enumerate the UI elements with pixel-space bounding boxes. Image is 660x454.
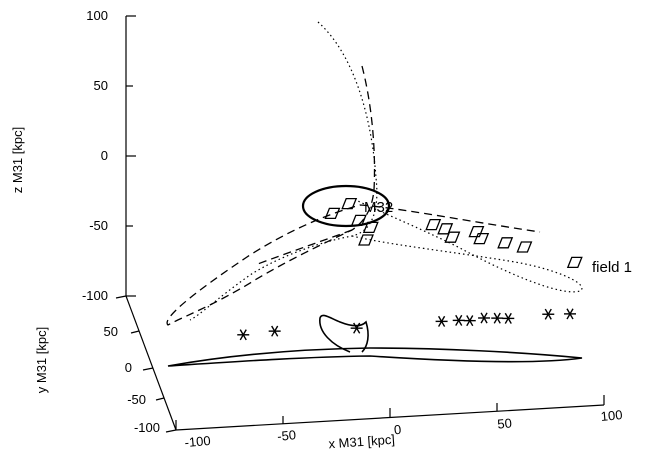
- x-axis-label: x M31 [kpc]: [328, 432, 395, 452]
- orbit-solid-loop: [319, 314, 369, 353]
- z-tick-label: 0: [101, 148, 108, 163]
- diamond-marker: [362, 221, 379, 234]
- y-tick-label: 50: [104, 324, 118, 339]
- x-ticks: [175, 395, 605, 430]
- asterisk-marker: [350, 322, 363, 334]
- y-tick-labels: 50 0 -50 -100: [104, 324, 160, 435]
- x-tick-label: -50: [277, 427, 297, 444]
- diamond-marker: [425, 218, 442, 231]
- z-tick-label: 100: [86, 8, 108, 23]
- diamond-marker: [468, 225, 485, 238]
- z-tick-label: -100: [82, 288, 108, 303]
- diamond-marker: [444, 231, 461, 243]
- orbit-solid-xy: [167, 347, 583, 367]
- asterisk-marker: [478, 312, 491, 324]
- asterisk-marker: [268, 325, 281, 337]
- asterisk-marker: [502, 312, 515, 324]
- z-tick-labels: 100 50 0 -50 -100: [82, 8, 108, 303]
- orbit-dotted-1: [189, 21, 378, 321]
- asterisk-marker: [237, 329, 250, 341]
- asterisk-marker: [463, 315, 476, 327]
- diamond-marker: [566, 256, 583, 269]
- field-1-label: field 1: [592, 259, 632, 276]
- z-axis-label: z M31 [kpc]: [10, 127, 25, 193]
- axes: [115, 15, 605, 433]
- diamond-marker: [516, 241, 533, 253]
- asterisk-marker: [435, 315, 448, 327]
- y-axis-line: [125, 295, 177, 431]
- asterisk-marker: [542, 308, 555, 320]
- m32-label: M32: [364, 199, 393, 216]
- z-tick-label: -50: [89, 218, 108, 233]
- diamond-marker: [341, 197, 358, 210]
- x-tick-label: 50: [497, 415, 513, 431]
- diamond-markers: [324, 197, 583, 269]
- orbit-dashed-1: [166, 65, 541, 326]
- diamond-marker: [358, 234, 374, 246]
- x-tick-labels: -100 -50 0 50 100: [184, 407, 623, 450]
- y-axis-label: y M31 [kpc]: [34, 327, 49, 393]
- diamond-marker: [473, 232, 490, 245]
- m32-circle: [301, 184, 391, 228]
- z-ticks: [126, 15, 136, 297]
- z-tick-label: 50: [94, 78, 108, 93]
- diamond-marker: [350, 214, 367, 227]
- y-tick-label: -50: [127, 392, 146, 407]
- x-tick-label: 0: [393, 422, 402, 438]
- orbit-dashed-2: [254, 229, 353, 266]
- diamond-marker: [497, 237, 514, 249]
- x-tick-label: 100: [600, 407, 623, 424]
- asterisk-markers: [237, 308, 576, 341]
- asterisk-marker: [491, 312, 504, 324]
- asterisk-marker: [452, 314, 465, 326]
- asterisk-marker: [564, 308, 576, 320]
- orbit-curves: [166, 21, 583, 367]
- orbit-dotted-2: [351, 199, 583, 293]
- y-ticks: [115, 295, 177, 433]
- diamond-marker: [437, 223, 454, 235]
- diamond-marker: [324, 207, 341, 220]
- y-tick-label: 0: [125, 360, 132, 375]
- y-tick-label: -100: [134, 420, 160, 435]
- x-tick-label: -100: [184, 433, 211, 450]
